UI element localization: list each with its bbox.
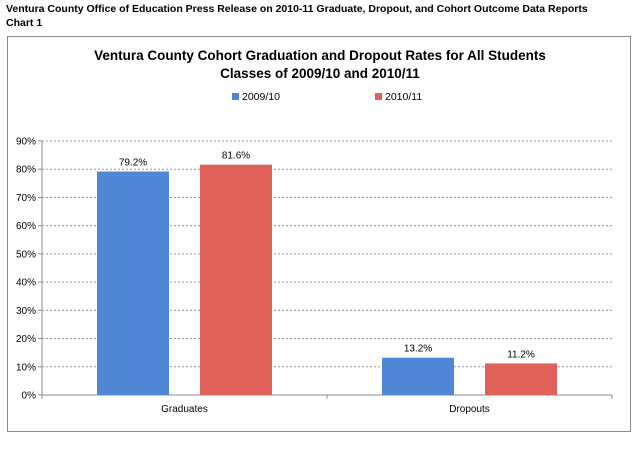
y-tick-label: 80% [16, 165, 36, 176]
header-title: Ventura County Office of Education Press… [6, 3, 588, 15]
legend-label: 2009/10 [242, 91, 280, 103]
y-tick-label: 70% [16, 193, 36, 204]
y-tick-label: 60% [16, 221, 36, 232]
y-tick-label: 40% [16, 278, 36, 289]
x-category-label: Graduates [161, 404, 208, 415]
data-label: 79.2% [119, 157, 147, 168]
x-category-label: Dropouts [449, 404, 490, 415]
document-header: Ventura County Office of Education Press… [6, 2, 588, 30]
legend-swatch [232, 93, 239, 100]
data-label: 81.6% [222, 151, 250, 162]
bar [485, 363, 557, 395]
y-tick-label: 50% [16, 249, 36, 260]
y-tick-label: 20% [16, 334, 36, 345]
data-label: 11.2% [507, 349, 535, 360]
header-chart-number: Chart 1 [6, 17, 43, 29]
chart-subtitle: Classes of 2009/10 and 2010/11 [220, 66, 420, 81]
bar [200, 164, 272, 395]
bar [382, 357, 454, 395]
bar [97, 171, 169, 395]
y-tick-label: 30% [16, 306, 36, 317]
data-label: 13.2% [404, 344, 432, 355]
y-tick-label: 10% [16, 362, 36, 373]
legend-label: 2010/11 [385, 91, 422, 103]
chart-title: Ventura County Cohort Graduation and Dro… [94, 48, 546, 63]
y-tick-label: 0% [22, 391, 37, 402]
legend-swatch [375, 93, 382, 100]
y-tick-label: 90% [16, 137, 36, 148]
